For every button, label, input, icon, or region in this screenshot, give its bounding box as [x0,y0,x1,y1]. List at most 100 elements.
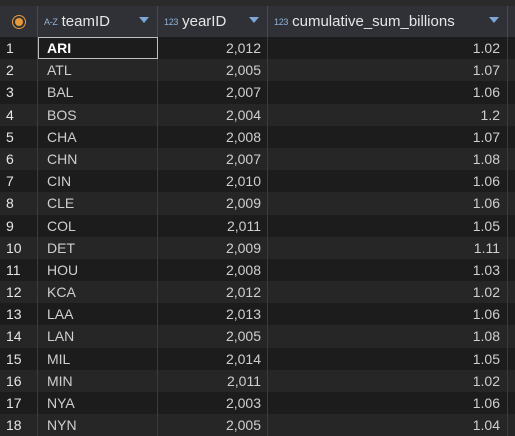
cell-teamid[interactable]: NYN [38,414,158,436]
cell-teamid[interactable]: COL [38,214,158,237]
table-row[interactable]: 5 CHA 2,008 1.07 [0,125,515,148]
row-number: 17 [0,392,38,415]
cell-yearid[interactable]: 2,013 [158,303,268,326]
cell-cumulative-sum[interactable]: 1.04 [268,414,508,436]
cell-cumulative-sum[interactable]: 1.06 [268,192,508,215]
numeric-type-icon: 123 [164,16,179,27]
row-number: 4 [0,103,38,126]
table-row[interactable]: 2 ATL 2,005 1.07 [0,59,515,82]
column-header-cumulative-sum[interactable]: 123 cumulative_sum_billions [268,6,508,37]
cell-cumulative-sum[interactable]: 1.2 [268,103,508,126]
cell-teamid[interactable]: CHN [38,147,158,171]
cell-cumulative-sum[interactable]: 1.06 [268,392,508,415]
cell-cumulative-sum[interactable]: 1.08 [268,325,508,348]
table-row[interactable]: 11 HOU 2,008 1.03 [0,258,515,282]
cell-cumulative-sum[interactable]: 1.06 [268,303,508,326]
column-name: cumulative_sum_billions [292,13,455,30]
table-row[interactable]: 3 BAL 2,007 1.06 [0,81,515,104]
cell-yearid[interactable]: 2,003 [158,392,268,415]
column-name: yearID [182,13,227,30]
table-row[interactable]: 16 MIN 2,011 1.02 [0,369,515,392]
cell-cumulative-sum[interactable]: 1.11 [268,236,508,259]
row-number-header[interactable] [0,6,38,37]
sort-arrow-icon[interactable] [489,17,499,23]
cell-teamid[interactable]: CLE [38,192,158,215]
cell-cumulative-sum[interactable]: 1.06 [268,81,508,104]
cell-teamid[interactable]: CHA [38,125,158,148]
row-number: 3 [0,81,38,104]
cell-yearid[interactable]: 2,007 [158,81,268,104]
table-row[interactable]: 9 COL 2,011 1.05 [0,214,515,237]
table-row[interactable]: 6 CHN 2,007 1.08 [0,147,515,171]
cell-teamid[interactable]: LAN [38,325,158,348]
table-row[interactable]: 4 BOS 2,004 1.2 [0,103,515,126]
table-row[interactable]: 15 MIL 2,014 1.05 [0,347,515,370]
cell-teamid[interactable]: NYA [38,392,158,415]
row-number: 14 [0,325,38,348]
cell-teamid[interactable]: LAA [38,303,158,326]
cell-cumulative-sum[interactable]: 1.02 [268,369,508,392]
table-row[interactable]: 13 LAA 2,013 1.06 [0,303,515,326]
row-number: 18 [0,414,38,436]
cell-cumulative-sum[interactable]: 1.02 [268,281,508,304]
table-row[interactable]: 18 NYN 2,005 1.04 [0,414,515,436]
row-number: 11 [0,258,38,282]
column-header-yearid[interactable]: 123 yearID [158,6,268,37]
cell-cumulative-sum[interactable]: 1.06 [268,170,508,193]
row-number: 10 [0,236,38,259]
cell-yearid[interactable]: 2,005 [158,414,268,436]
cell-yearid[interactable]: 2,004 [158,103,268,126]
table-row[interactable]: 8 CLE 2,009 1.06 [0,192,515,215]
cell-teamid[interactable]: ARI [38,37,158,60]
numeric-type-icon: 123 [274,16,289,27]
cell-teamid[interactable]: BAL [38,81,158,104]
cell-yearid[interactable]: 2,012 [158,281,268,304]
row-number: 6 [0,147,38,171]
cell-yearid[interactable]: 2,007 [158,147,268,171]
cell-yearid[interactable]: 2,014 [158,347,268,370]
cell-teamid[interactable]: BOS [38,103,158,126]
cell-teamid[interactable]: MIN [38,369,158,392]
cell-cumulative-sum[interactable]: 1.05 [268,214,508,237]
sort-arrow-icon[interactable] [139,17,149,23]
cell-teamid[interactable]: ATL [38,59,158,82]
cell-yearid[interactable]: 2,005 [158,325,268,348]
cell-yearid[interactable]: 2,005 [158,59,268,82]
text-type-icon: A-Z [44,16,58,27]
cell-teamid[interactable]: MIL [38,347,158,370]
cell-cumulative-sum[interactable]: 1.05 [268,347,508,370]
table-row[interactable]: 1 ARI 2,012 1.02 [0,37,515,60]
table-row[interactable]: 17 NYA 2,003 1.06 [0,392,515,415]
cell-teamid[interactable]: KCA [38,281,158,304]
cell-cumulative-sum[interactable]: 1.07 [268,125,508,148]
table-row[interactable]: 10 DET 2,009 1.11 [0,236,515,259]
cell-yearid[interactable]: 2,011 [158,214,268,237]
cell-yearid[interactable]: 2,008 [158,125,268,148]
table-row[interactable]: 7 CIN 2,010 1.06 [0,170,515,193]
cell-teamid[interactable]: CIN [38,170,158,193]
cell-yearid[interactable]: 2,011 [158,369,268,392]
cell-yearid[interactable]: 2,009 [158,236,268,259]
cell-cumulative-sum[interactable]: 1.08 [268,147,508,171]
table-row[interactable]: 14 LAN 2,005 1.08 [0,325,515,348]
cell-yearid[interactable]: 2,010 [158,170,268,193]
column-header-teamid[interactable]: A-Z teamID [38,6,158,37]
cell-teamid[interactable]: DET [38,236,158,259]
cell-yearid[interactable]: 2,008 [158,258,268,282]
row-number: 9 [0,214,38,237]
cell-cumulative-sum[interactable]: 1.02 [268,37,508,60]
cell-cumulative-sum[interactable]: 1.07 [268,59,508,82]
table-row[interactable]: 12 KCA 2,012 1.02 [0,281,515,304]
cell-teamid[interactable]: HOU [38,258,158,282]
table-body: 1 ARI 2,012 1.02 2 ATL 2,005 1.07 3 BAL … [0,37,515,436]
row-number: 5 [0,125,38,148]
cell-cumulative-sum[interactable]: 1.03 [268,258,508,282]
row-number: 13 [0,303,38,326]
cell-yearid[interactable]: 2,009 [158,192,268,215]
column-header-row: A-Z teamID 123 yearID 123 cumulative_sum… [0,6,515,38]
record-indicator-icon [14,17,23,26]
row-number: 8 [0,192,38,215]
cell-yearid[interactable]: 2,012 [158,37,268,60]
sort-arrow-icon[interactable] [249,17,259,23]
